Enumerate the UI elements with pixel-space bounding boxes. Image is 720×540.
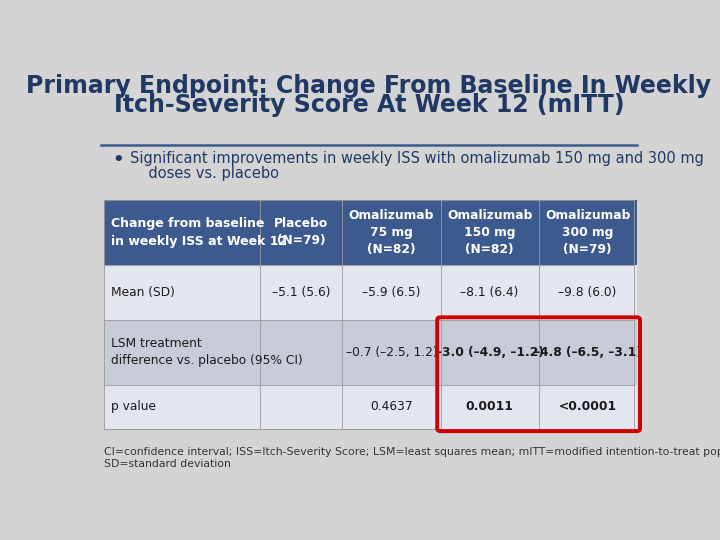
Text: –5.9 (6.5): –5.9 (6.5) [362,286,420,299]
Text: CI=confidence interval; ISS=Itch-Severity Score; LSM=least squares mean; mITT=mo: CI=confidence interval; ISS=Itch-Severit… [104,447,720,469]
Text: Omalizumab
75 mg
(N=82): Omalizumab 75 mg (N=82) [349,208,434,255]
Text: Omalizumab
150 mg
(N=82): Omalizumab 150 mg (N=82) [447,208,532,255]
Text: •: • [112,151,124,169]
Text: Placebo
(N=79): Placebo (N=79) [274,217,328,247]
Text: –8.1 (6.4): –8.1 (6.4) [460,286,519,299]
Text: 0.4637: 0.4637 [370,400,413,413]
Text: doses vs. placebo: doses vs. placebo [130,166,279,181]
Text: 0.0011: 0.0011 [466,400,513,413]
Text: Itch-Severity Score At Week 12 (mITT): Itch-Severity Score At Week 12 (mITT) [114,93,624,117]
Text: Change from baseline
in weekly ISS at Week 12: Change from baseline in weekly ISS at We… [111,217,287,248]
Bar [261,320,343,385]
Bar [343,385,441,429]
Bar [261,199,343,265]
Text: –9.8 (6.0): –9.8 (6.0) [559,286,617,299]
Bar [343,265,441,320]
Text: Mean (SD): Mean (SD) [111,286,174,299]
Text: –5.1 (5.6): –5.1 (5.6) [272,286,330,299]
Text: <0.0001: <0.0001 [559,400,617,413]
Text: p value: p value [111,400,156,413]
Bar [539,385,636,429]
Text: LSM treatment
difference vs. placebo (95% CI): LSM treatment difference vs. placebo (95… [111,338,302,367]
Bar [539,320,636,385]
Text: –4.8 (–6.5, –3.1): –4.8 (–6.5, –3.1) [534,346,642,359]
Bar [104,199,261,265]
Bar [441,385,539,429]
Bar [261,265,343,320]
Bar [104,385,261,429]
Text: Primary Endpoint: Change From Baseline In Weekly: Primary Endpoint: Change From Baseline I… [27,74,711,98]
Bar [441,199,539,265]
Bar [539,265,636,320]
Bar [343,320,441,385]
Text: Omalizumab
300 mg
(N=79): Omalizumab 300 mg (N=79) [545,208,630,255]
Bar [104,265,261,320]
Bar [343,199,441,265]
Text: –3.0 (–4.9, –1.2): –3.0 (–4.9, –1.2) [436,346,544,359]
Bar [441,265,539,320]
Text: –0.7 (–2.5, 1.2): –0.7 (–2.5, 1.2) [346,346,437,359]
Bar [441,320,539,385]
Text: Significant improvements in weekly ISS with omalizumab 150 mg and 300 mg: Significant improvements in weekly ISS w… [130,151,704,166]
Bar [104,320,261,385]
Bar [261,385,343,429]
Bar [539,199,636,265]
